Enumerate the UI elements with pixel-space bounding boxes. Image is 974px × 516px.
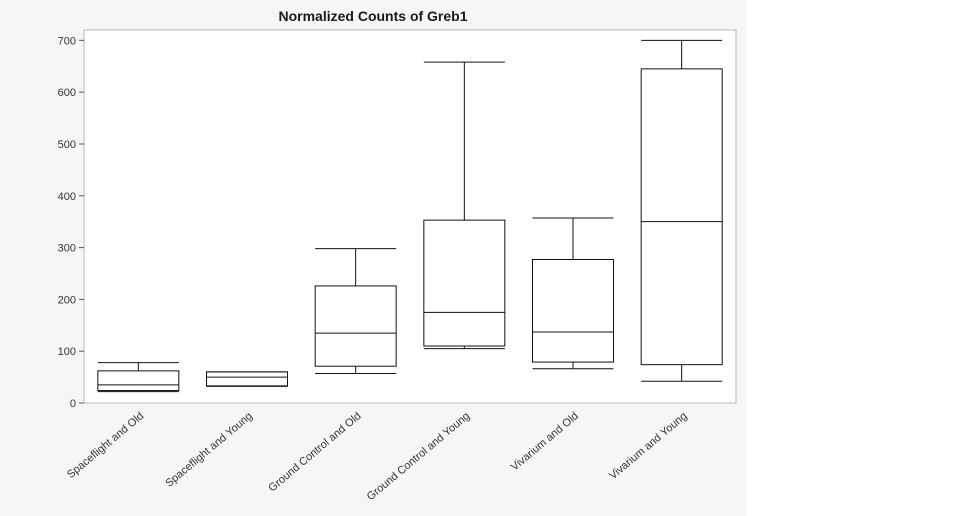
- iqr-box: [206, 371, 288, 387]
- box-6: [640, 39, 723, 382]
- box-plot: 0 100 200 300 400 500 600 700 Spaceflight and O…: [58, 29, 737, 503]
- box-5: [532, 217, 614, 370]
- iqr-box: [314, 285, 397, 367]
- y-tick-label: 500: [58, 139, 76, 151]
- plot-area: [83, 29, 737, 404]
- x-tick-label: Spaceflight and Young: [163, 410, 255, 490]
- x-tick-label: Spaceflight and Old: [65, 410, 146, 481]
- box-3: [314, 248, 397, 374]
- x-tick-label: Ground Control and Young: [365, 410, 473, 503]
- chart-title: Normalized Counts of Greb1: [278, 8, 468, 24]
- x-axis-labels: Spaceflight and Old Spaceflight and Young…: [65, 410, 690, 503]
- x-tick-label: Ground Control and Old: [266, 410, 363, 494]
- iqr-box: [97, 370, 180, 392]
- y-tick-label: 600: [58, 87, 76, 99]
- box-4: [423, 61, 506, 350]
- x-tick-label: Vivarium and Young: [607, 410, 690, 482]
- iqr-box: [640, 68, 723, 366]
- box-1: [97, 362, 180, 393]
- y-tick-label: 100: [58, 346, 76, 358]
- y-tick-label: 700: [58, 35, 76, 47]
- y-tick-label: 400: [58, 191, 76, 203]
- iqr-box: [423, 219, 506, 347]
- x-tick-label: Vivarium and Old: [509, 410, 581, 473]
- y-axis: 0 100 200 300 400 500 600 700: [58, 35, 84, 410]
- box-2: [206, 371, 288, 387]
- iqr-box: [532, 258, 614, 363]
- chart-panel: Normalized Counts of Greb1 0 100 200 300 400…: [57, 8, 737, 504]
- y-tick-label: 0: [70, 398, 76, 410]
- y-tick-label: 200: [58, 294, 76, 306]
- y-tick-label: 300: [58, 243, 76, 255]
- box-series: [97, 39, 723, 393]
